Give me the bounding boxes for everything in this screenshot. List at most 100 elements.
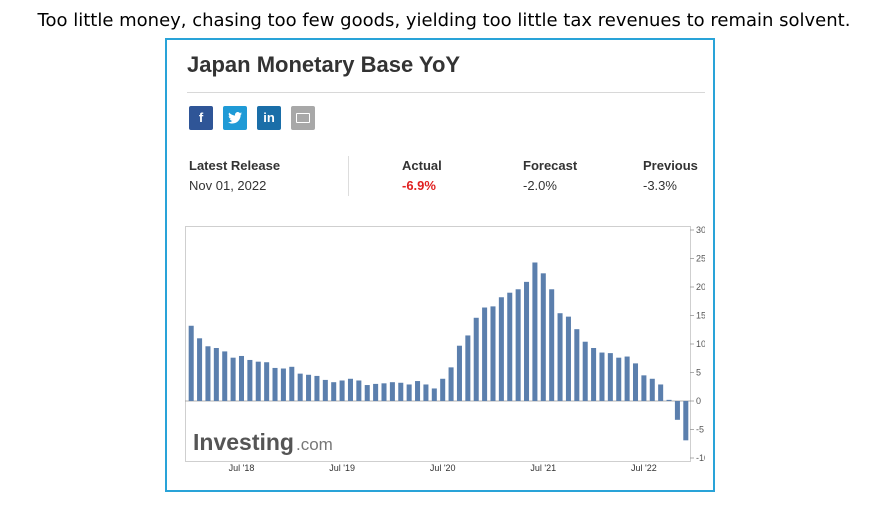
twitter-icon [228,112,242,124]
bar [297,373,303,401]
bar [322,379,328,401]
latest-release-label: Latest Release [189,158,281,173]
y-tick-label: 25 [696,254,705,264]
bar [423,384,429,401]
previous-value: -3.3% [643,178,677,193]
bar [632,363,639,401]
bar [490,306,496,401]
bar [272,367,278,401]
bar [440,378,446,401]
bar [540,273,546,401]
bar [373,383,379,401]
bar [565,316,571,401]
twitter-share-button[interactable] [223,106,247,130]
bar [515,289,521,401]
bar-chart: 30 25 20 15 10 5 0 -5 -10 Jul '18 Jul '19 Jul '20 J… [185,226,705,472]
bar [255,361,261,401]
bar [607,353,613,401]
bar [364,385,370,401]
bar [306,374,312,401]
bar [339,380,345,401]
y-tick-label: -10 [696,453,705,463]
x-tick-label: Jul '22 [631,463,657,472]
bar [683,401,689,441]
bar [406,384,412,401]
y-tick-label: 0 [696,396,701,406]
bar [356,380,362,401]
bar [389,382,395,401]
bar [574,329,580,401]
previous-label: Previous [643,158,698,173]
x-tick-label: Jul '19 [329,463,355,472]
mail-icon [296,113,310,123]
bar [641,375,647,401]
y-tick-label: 5 [696,368,701,378]
bar [247,359,253,401]
x-tick-label: Jul '20 [430,463,456,472]
bar [222,351,228,401]
bar [448,367,454,401]
bar [532,262,538,401]
actual-value: -6.9% [402,178,436,193]
bar [624,356,630,401]
bar [415,381,421,401]
watermark-brand: Investing [193,429,294,455]
bar [314,375,320,401]
bar [465,335,471,401]
chart-title: Japan Monetary Base YoY [187,52,461,77]
bar [591,347,597,401]
forecast-value: -2.0% [523,178,557,193]
plot-border [185,226,691,462]
linkedin-share-button[interactable]: in [257,106,281,130]
bar [398,382,404,401]
y-tick-label: 30 [696,226,705,235]
bar [498,297,504,401]
y-tick-label: -5 [696,425,704,435]
bar [347,378,353,401]
bar [658,384,664,401]
title-divider [187,92,705,93]
bar [456,345,462,401]
chart-card: Japan Monetary Base YoY f in Latest Rele… [165,38,715,492]
bar [213,347,219,401]
bar [280,368,286,401]
bar [666,399,672,401]
bar [599,352,605,401]
x-tick-label: Jul '18 [229,463,255,472]
bar [473,317,479,401]
bar [188,325,194,401]
bar [230,357,236,401]
bar [482,307,488,401]
bar [524,281,530,401]
actual-label: Actual [402,158,442,173]
facebook-icon: f [198,110,204,125]
bar [582,341,588,401]
bar [289,366,295,401]
y-tick-label: 15 [696,311,705,321]
bar [507,292,513,401]
bar [674,401,680,420]
bar [549,289,555,401]
y-tick-label: 20 [696,282,705,292]
bar [616,357,622,401]
bar [649,378,655,401]
bar [205,346,211,401]
latest-release-value: Nov 01, 2022 [189,178,267,193]
facebook-share-button[interactable]: f [189,106,213,130]
y-tick-label: 10 [696,339,705,349]
email-share-button[interactable] [291,106,315,130]
watermark-suffix: .com [296,435,333,454]
bar [331,382,337,401]
bar [238,355,245,401]
x-tick-label: Jul '21 [530,463,556,472]
bar [264,362,270,401]
linkedin-icon: in [263,110,275,125]
bar [381,383,387,401]
bar [197,338,203,401]
investing-watermark: Investing .com [193,429,333,455]
caption-text: Too little money, chasing too few goods,… [37,10,851,31]
bar-chart-svg: 30 25 20 15 10 5 0 -5 -10 Jul '18 Jul '19 Jul '20 J… [185,226,705,472]
stats-divider [348,156,349,196]
bar [557,313,563,401]
bar [431,388,437,401]
